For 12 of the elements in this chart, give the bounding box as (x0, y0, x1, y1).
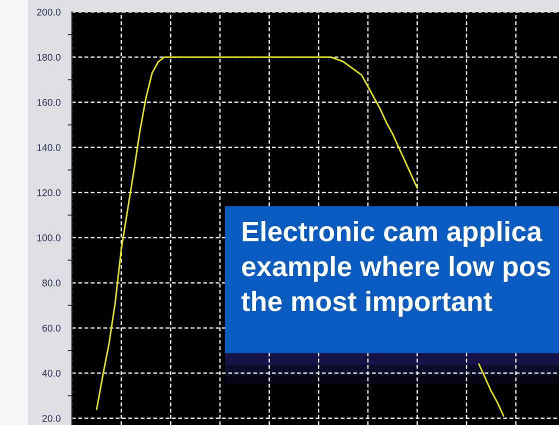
y-tick-label: 100.0 (37, 234, 61, 242)
y-tick-label: 20.0 (42, 414, 61, 422)
y-tick-label: 140.0 (37, 144, 61, 152)
annotation: Electronic cam applica example where low pos the most important (241, 220, 550, 317)
y-tick-label: 120.0 (37, 189, 61, 196)
y-tick-label: 40.0 (42, 370, 61, 377)
y-tick-label: 200.0 (37, 8, 61, 16)
y-tick-label: 60.0 (42, 324, 61, 332)
y-tick-label: 180.0 (37, 54, 61, 61)
y-tick-label: 160.0 (37, 99, 61, 106)
line-series (478, 363, 504, 417)
y-tick-label: 80.0 (42, 280, 61, 286)
